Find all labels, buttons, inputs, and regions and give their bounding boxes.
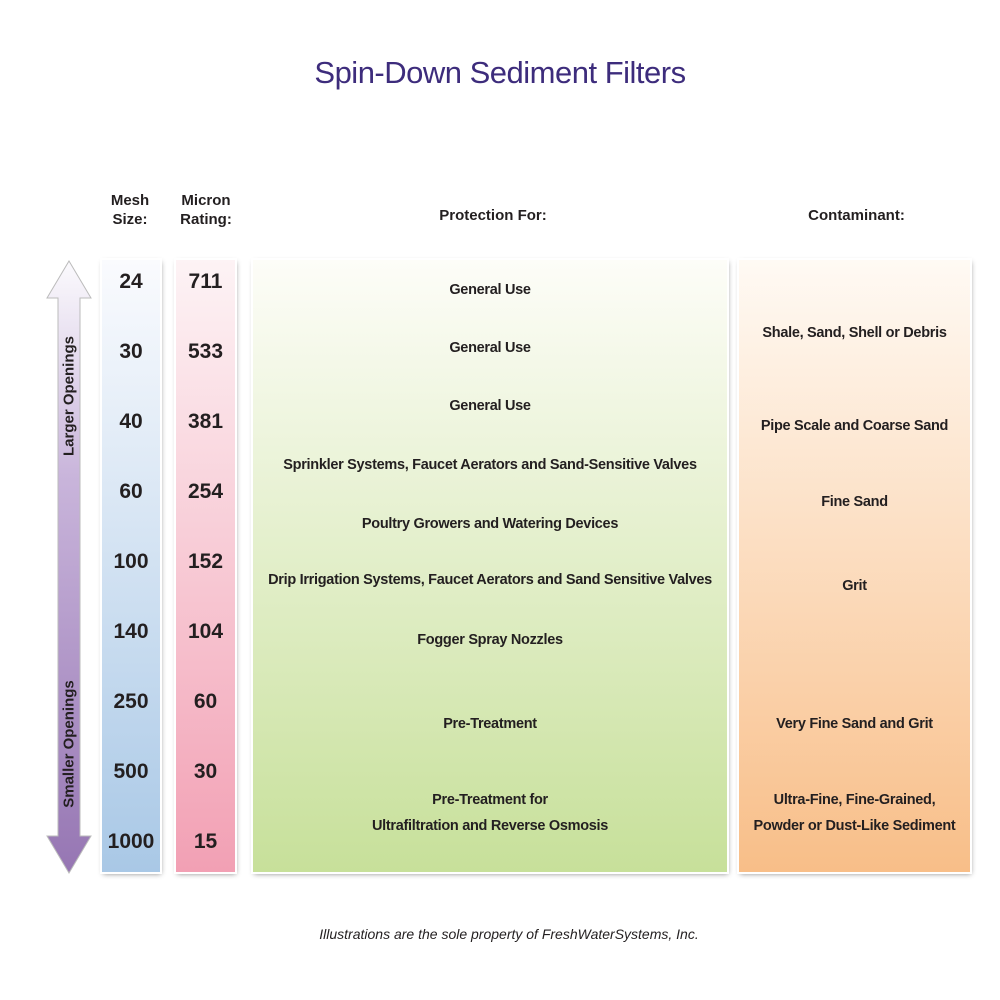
- contaminant-item: Shale, Sand, Shell or Debris: [739, 320, 970, 346]
- header-mesh-line1: Mesh: [110, 192, 150, 209]
- protection-item: Drip Irrigation Systems, Faucet Aerators…: [253, 567, 727, 593]
- contaminant-text: Grit: [842, 578, 867, 594]
- mesh-size-value: 24: [119, 270, 143, 293]
- mesh-size-value: 100: [113, 550, 149, 573]
- contaminant-text: Fine Sand: [821, 494, 888, 510]
- protection-text: Pre-Treatment: [443, 716, 537, 732]
- micron-rating-value: 711: [188, 270, 223, 293]
- micron-rating-value: 254: [187, 480, 224, 503]
- contaminant-text: Pipe Scale and Coarse Sand: [760, 418, 949, 434]
- smaller-openings-label: Smaller Openings: [60, 680, 78, 808]
- header-contaminant: Contaminant:: [808, 207, 905, 224]
- micron-rating-value: 104: [187, 620, 224, 643]
- protection-text: Drip Irrigation Systems, Faucet Aerators…: [268, 572, 712, 588]
- contaminant-item: Grit: [739, 573, 970, 599]
- protection-text: Poultry Growers and Watering Devices: [361, 516, 619, 532]
- page-title: Spin-Down Sediment Filters: [314, 55, 686, 90]
- protection-item: Pre-Treatment: [253, 711, 727, 737]
- protection-text: Fogger Spray Nozzles: [417, 632, 563, 648]
- protection-item: Pre-Treatment for Ultrafiltration and Rev…: [253, 787, 727, 839]
- mesh-size-value: 1000: [107, 830, 155, 853]
- contaminant-item: Ultra-Fine, Fine-Grained, Powder or Dust-…: [739, 787, 970, 839]
- protection-item: Poultry Growers and Watering Devices: [253, 511, 727, 537]
- micron-rating-value: 60: [193, 690, 218, 713]
- micron-rating-value: 152: [187, 550, 224, 573]
- header-mesh-line2: Size:: [112, 211, 148, 228]
- contaminant-text: Ultra-Fine, Fine-Grained,: [773, 792, 936, 808]
- protection-text: Sprinkler Systems, Faucet Aerators and S…: [283, 457, 697, 473]
- contaminant-item: Fine Sand: [739, 489, 970, 515]
- mesh-size-value: 250: [113, 690, 149, 713]
- header-micron-line2: Rating:: [180, 211, 232, 228]
- protection-column: General Use General Use General Use Sprinkl…: [253, 260, 727, 872]
- protection-item: General Use: [253, 393, 727, 419]
- mesh-size-value: 30: [119, 340, 143, 363]
- micron-rating-value: 533: [187, 340, 224, 363]
- header-protection: Protection For:: [439, 207, 547, 224]
- protection-text: Pre-Treatment for: [432, 792, 548, 808]
- contaminant-text: Shale, Sand, Shell or Debris: [762, 325, 947, 341]
- contaminant-item: Very Fine Sand and Grit: [739, 711, 970, 737]
- larger-openings-label: Larger Openings: [60, 335, 78, 457]
- contaminant-text: Powder or Dust-Like Sediment: [753, 818, 956, 834]
- protection-item: Fogger Spray Nozzles: [253, 627, 727, 653]
- header-micron-rating: Micron Rating:: [170, 191, 242, 229]
- mesh-size-column: 24 30 40 60 100 140 250 500 1000: [102, 260, 160, 872]
- micron-rating-value: 381: [187, 410, 224, 433]
- protection-item: General Use: [253, 277, 727, 303]
- header-mesh-size: Mesh Size:: [100, 191, 160, 229]
- footer-credit: Illustrations are the sole property of F…: [319, 926, 699, 942]
- micron-rating-value: 15: [193, 830, 218, 853]
- header-micron-line1: Micron: [181, 192, 231, 209]
- micron-rating-value: 30: [193, 760, 218, 783]
- protection-text: General Use: [449, 340, 531, 356]
- protection-item: General Use: [253, 335, 727, 361]
- protection-text: Ultrafiltration and Reverse Osmosis: [371, 818, 609, 834]
- mesh-size-value: 140: [113, 620, 149, 643]
- micron-rating-column: 711 533 381 254 152 104 60 30 15: [176, 260, 235, 872]
- mesh-size-value: 60: [119, 480, 143, 503]
- mesh-size-value: 40: [119, 410, 143, 433]
- mesh-size-value: 500: [113, 760, 149, 783]
- contaminant-text: Very Fine Sand and Grit: [776, 716, 933, 732]
- protection-item: Sprinkler Systems, Faucet Aerators and S…: [253, 452, 727, 478]
- contaminant-item: Pipe Scale and Coarse Sand: [739, 413, 970, 439]
- contaminant-column: Shale, Sand, Shell or Debris Pipe Scale a…: [739, 260, 970, 872]
- protection-text: General Use: [449, 282, 531, 298]
- size-direction-arrow-icon: [46, 260, 92, 874]
- protection-text: General Use: [449, 398, 531, 414]
